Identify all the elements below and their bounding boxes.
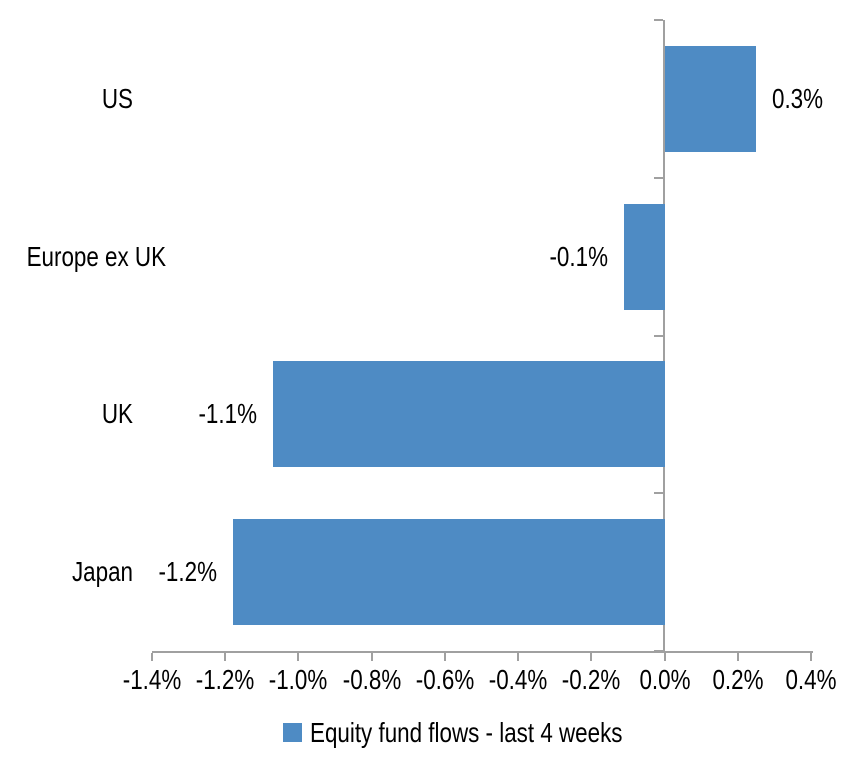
x-tick-label: -1.2% bbox=[195, 664, 255, 695]
value-label-europe-ex-uk: -0.1% bbox=[549, 240, 609, 272]
x-axis-tick bbox=[663, 653, 666, 661]
category-label-japan: Japan bbox=[71, 556, 133, 588]
x-axis-tick bbox=[224, 653, 227, 661]
y-axis-tick bbox=[654, 19, 663, 21]
x-axis-tick bbox=[590, 653, 593, 661]
x-tick-label: 0.0% bbox=[639, 664, 691, 695]
x-axis-tick bbox=[443, 653, 446, 661]
x-tick-label: -0.4% bbox=[488, 664, 548, 695]
category-label-us: US bbox=[101, 82, 133, 114]
y-axis-tick bbox=[654, 334, 663, 337]
x-axis-tick bbox=[370, 653, 373, 661]
value-label-japan: -1.2% bbox=[158, 556, 217, 588]
value-label-us: 0.3% bbox=[772, 82, 824, 114]
x-tick-label: -0.2% bbox=[562, 664, 621, 695]
y-axis-line bbox=[663, 20, 665, 651]
legend-label: Equity fund flows - last 4 weeks bbox=[310, 717, 623, 748]
y-axis-tick bbox=[654, 176, 663, 179]
x-tick-label: -1.4% bbox=[122, 664, 182, 695]
x-axis-tick bbox=[736, 653, 739, 661]
x-axis-tick bbox=[297, 653, 300, 661]
category-label-europe-ex-uk: Europe ex UK bbox=[26, 240, 167, 272]
bar-europe-ex-uk bbox=[624, 203, 665, 310]
x-axis-tick bbox=[517, 653, 520, 661]
x-axis-line bbox=[152, 651, 813, 653]
value-label-uk: -1.1% bbox=[198, 398, 257, 430]
bar-japan bbox=[232, 519, 665, 626]
x-tick-label: 0.2% bbox=[712, 664, 764, 695]
x-axis-tick bbox=[810, 653, 812, 661]
legend-marker-icon bbox=[283, 723, 302, 742]
bar-uk bbox=[272, 361, 665, 468]
x-tick-label: -0.6% bbox=[415, 664, 475, 695]
x-tick-label: -1.0% bbox=[269, 664, 328, 695]
x-tick-label: -0.8% bbox=[342, 664, 401, 695]
x-tick-label: 0.4% bbox=[785, 664, 837, 695]
bar-us bbox=[664, 45, 757, 152]
y-axis-tick bbox=[654, 492, 663, 495]
category-label-uk: UK bbox=[101, 398, 133, 430]
x-axis-tick bbox=[151, 653, 153, 661]
